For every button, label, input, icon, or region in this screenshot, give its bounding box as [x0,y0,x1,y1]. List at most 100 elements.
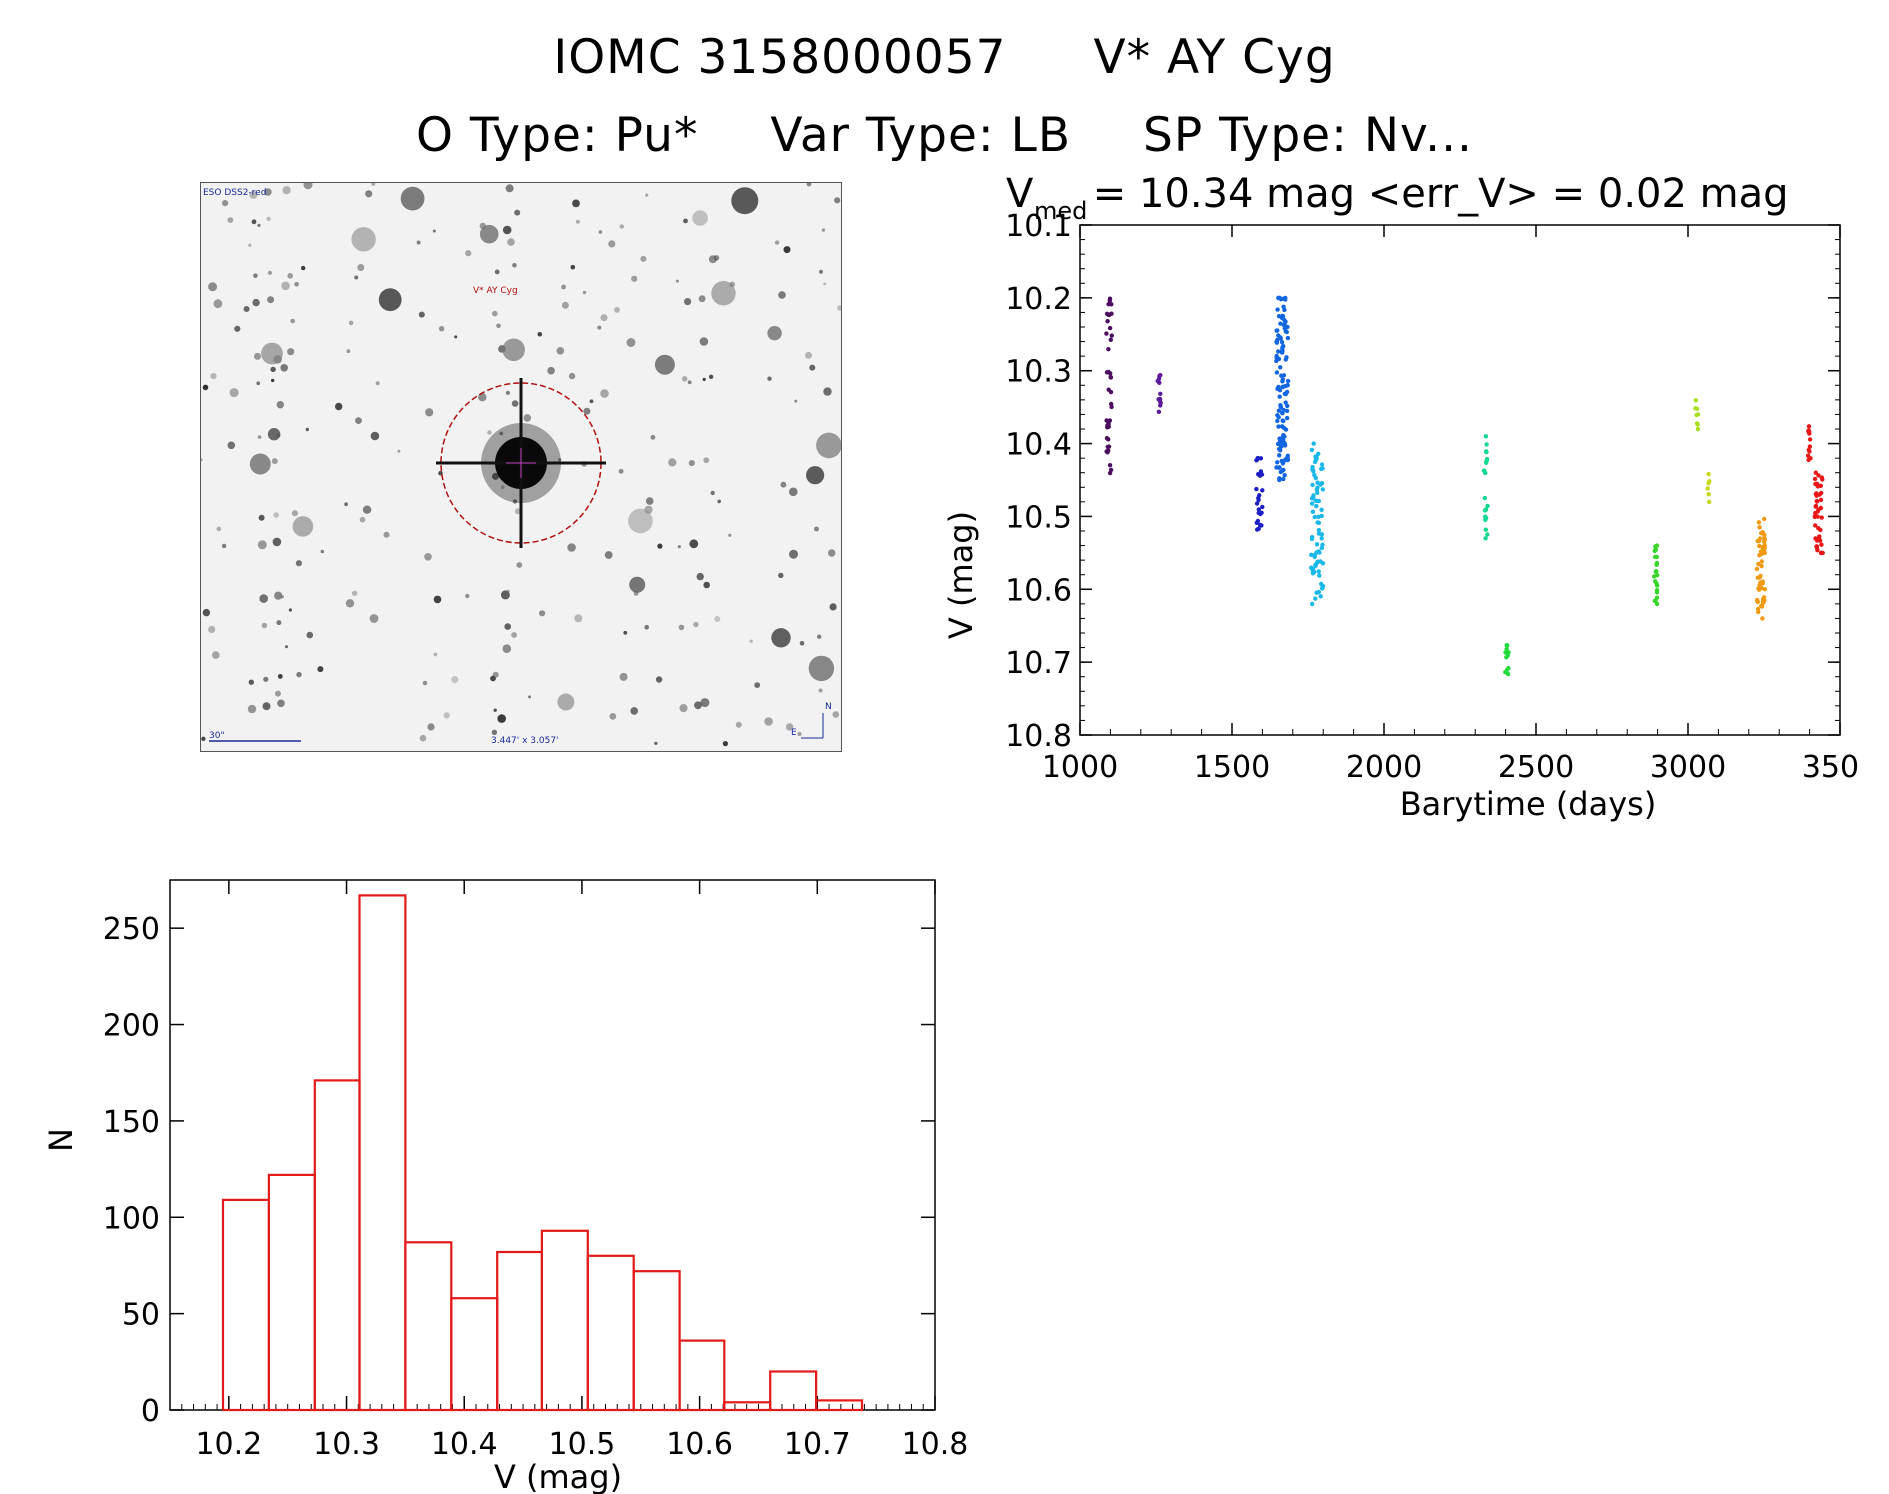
star [301,265,306,271]
hist-xtick-label: 10.4 [431,1427,498,1462]
lc-point [1319,536,1324,541]
lc-point [1158,391,1163,396]
lc-point [1106,369,1111,375]
star [227,441,236,450]
lc-point [1257,473,1263,478]
star [281,281,290,291]
hist-bar [313,1079,361,1412]
star [589,399,594,404]
lc-point [1815,481,1820,487]
lc-point [1277,394,1282,399]
lc-point [1314,503,1319,509]
hist-ytick-label: 100 [103,1201,160,1236]
compass-e: E [791,728,797,738]
star [345,599,355,608]
lc-point [1319,507,1324,512]
hist-bar [404,1241,453,1412]
lc-point [1276,424,1281,429]
lc-xtick-label: 3500 [1802,750,1860,785]
star [295,560,302,567]
lc-point [1812,476,1818,482]
lc-point [1816,473,1821,478]
lc-point [1654,569,1659,574]
lc-ylabel: V (mag) [942,511,980,639]
lc-point [1654,590,1660,595]
target-label: V* AY Cyg [473,286,518,296]
star [528,695,532,699]
variable-type: Var Type: LB [770,108,1072,163]
lc-point [1258,469,1264,474]
lc-point [1311,469,1316,474]
lc-point [1257,493,1262,498]
star [277,674,283,679]
star [556,347,565,355]
star [256,381,261,386]
star [287,348,295,356]
star [502,338,525,362]
star [443,712,450,719]
lc-xlabel: Barytime (days) [1400,785,1657,823]
lc-point [1283,319,1288,324]
lc-point [1654,562,1659,567]
star [731,187,759,215]
star [511,400,519,407]
lc-point [1275,441,1281,447]
lc-point [1819,515,1824,520]
star [271,378,275,383]
star [335,402,343,411]
lc-point [1818,497,1824,503]
lc-point [1283,357,1288,362]
lc-point [1283,383,1288,389]
star [492,472,499,480]
lc-point [1281,418,1286,424]
star [273,512,279,518]
lc-point [1156,397,1161,402]
lc-point [1309,536,1315,542]
lc-point [1281,476,1286,482]
star [512,263,517,268]
lc-series-seg5 [1309,441,1326,607]
star [290,318,295,324]
star [805,351,812,359]
star [767,376,772,381]
star [258,514,265,521]
lc-series-seg4 [1274,295,1291,483]
star [629,576,646,593]
star [370,431,380,441]
lc-point [1283,400,1288,405]
star [257,435,262,439]
star [282,186,291,195]
lc-point [1320,586,1325,591]
star [689,539,699,549]
lc-point [1107,298,1112,303]
star [276,401,284,409]
star [375,381,380,386]
lc-point [1278,321,1283,326]
lc-point [1275,460,1280,465]
lc-point [1280,410,1285,416]
lc-point [1312,514,1317,520]
lc-point [1315,490,1320,495]
lc-point [1484,458,1489,464]
star [713,255,720,261]
sky-image-panel: ESO DSS2-red V* AY Cyg 30" 3.447' x 3.05… [200,182,842,752]
star [499,431,504,436]
lc-point [1652,554,1658,560]
star [561,284,566,290]
star [678,624,685,631]
lc-point [1485,503,1490,509]
star [645,497,654,505]
lc-ytick-label: 10.3 [1005,355,1072,390]
lc-point [1653,547,1659,552]
star [514,508,521,515]
lc-point [1254,486,1259,492]
star [492,310,498,317]
lc-point [1503,650,1508,655]
lc-point [1316,527,1322,533]
lc-point [1694,421,1700,426]
lc-point [1706,492,1711,497]
lc-point [1279,348,1285,354]
lc-point [1309,496,1315,501]
lc-point [1107,463,1113,468]
lc-point [1756,609,1761,615]
